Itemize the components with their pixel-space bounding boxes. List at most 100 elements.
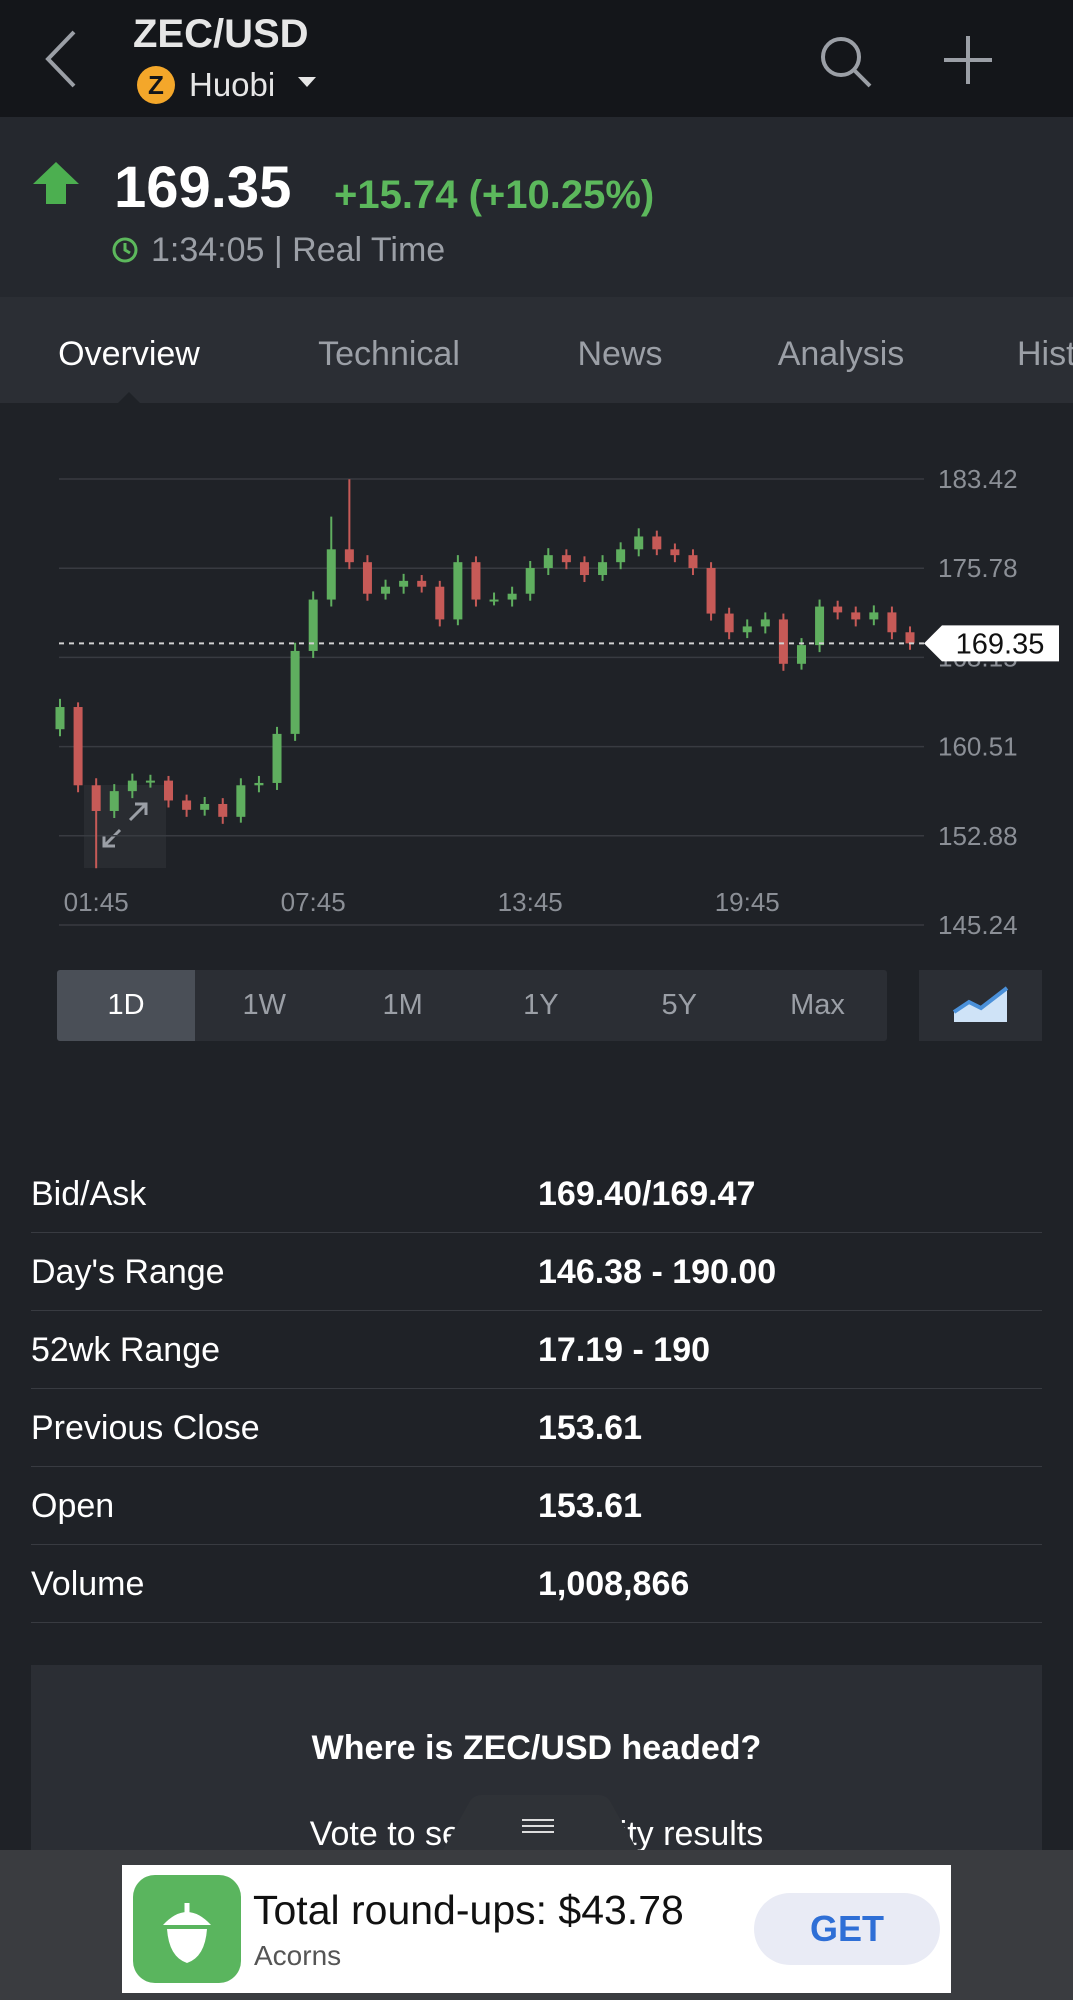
candle-body xyxy=(73,707,83,786)
search-button[interactable] xyxy=(818,34,874,90)
x-tick-label: 19:45 xyxy=(715,887,780,917)
stat-label: Day's Range xyxy=(31,1253,225,1291)
stat-value: 17.19 - 190 xyxy=(538,1331,711,1369)
dropdown-caret xyxy=(298,77,316,87)
candle-body xyxy=(796,645,806,664)
ad-bar: Total round-ups: $43.78 Acorns GET xyxy=(0,1850,1073,2000)
candle-body xyxy=(887,612,897,633)
tab[interactable]: Technical xyxy=(318,335,460,373)
expand-icon xyxy=(102,802,148,848)
up-arrow xyxy=(33,162,79,204)
ad-headline: Total round-ups: $43.78 xyxy=(253,1887,684,1933)
candle-body xyxy=(290,650,300,734)
poll-question: Where is ZEC/USD headed? xyxy=(311,1729,762,1767)
tab[interactable]: Historical Data xyxy=(1017,335,1073,373)
ad-icon xyxy=(133,1875,241,1983)
range-button[interactable]: 1W xyxy=(242,989,287,1021)
candle-body xyxy=(778,619,788,664)
range-button[interactable]: Max xyxy=(790,989,845,1021)
stat-row: 52wk Range 17.19 - 190 xyxy=(31,1310,1042,1389)
candle-body xyxy=(543,555,553,569)
candle-body xyxy=(109,791,119,811)
stat-row: Previous Close 153.61 xyxy=(31,1388,1042,1467)
candle-body xyxy=(254,782,264,786)
y-tick-label: 160.51 xyxy=(938,732,1018,762)
range-button[interactable]: 5Y xyxy=(661,989,697,1021)
x-tick-label: 13:45 xyxy=(498,887,563,917)
price-change: +15.74 (+10.25%) xyxy=(334,173,655,217)
clock-icon xyxy=(112,237,138,263)
candle-body xyxy=(91,785,101,811)
stat-label: Bid/Ask xyxy=(31,1175,147,1213)
symbol: ZEC/USD xyxy=(133,12,309,56)
candle-body xyxy=(742,626,752,633)
tab[interactable]: Analysis xyxy=(777,335,905,373)
exchange[interactable]: Huobi xyxy=(189,66,276,103)
candle-body xyxy=(724,613,734,633)
candle-body xyxy=(200,803,210,810)
stat-value: 1,008,866 xyxy=(538,1565,690,1603)
candle-body xyxy=(507,593,517,600)
stat-label: Open xyxy=(31,1487,115,1525)
range-button[interactable]: 1Y xyxy=(523,989,559,1021)
candle-body xyxy=(453,562,463,620)
tab[interactable]: Overview xyxy=(58,335,200,373)
stat-row: Day's Range 146.38 - 190.00 xyxy=(31,1232,1042,1311)
coin-icon: Z xyxy=(137,66,175,104)
stat-value: 153.61 xyxy=(538,1487,642,1525)
candle-body xyxy=(833,606,843,613)
candle-body xyxy=(489,599,499,602)
stat-row: Open 153.61 xyxy=(31,1466,1042,1545)
candle-body xyxy=(164,780,174,801)
quote-panel: 169.35 +15.74 (+10.25%) 1:34:05 | Real T… xyxy=(0,117,1073,297)
tab-bar: Overview Technical News Analysis Historical … xyxy=(0,297,1073,403)
y-tick-label: 152.88 xyxy=(938,821,1018,851)
add-button[interactable] xyxy=(942,34,994,86)
stat-row: Volume 1,008,866 xyxy=(31,1544,1042,1623)
y-tick-label: 183.42 xyxy=(938,464,1018,494)
candle-body xyxy=(182,800,192,810)
back-button[interactable] xyxy=(40,28,80,90)
ad-get-button[interactable]: GET xyxy=(754,1893,940,1965)
ad-brand: Acorns xyxy=(254,1940,342,1971)
x-tick-label: 07:45 xyxy=(281,887,346,917)
price-chart: 183.42175.78168.15160.51152.88145.2401:4… xyxy=(55,464,1059,940)
ad-banner[interactable]: Total round-ups: $43.78 Acorns GET xyxy=(122,1865,951,1993)
range-selector: 1D 1W 1M 1Y 5Y Max xyxy=(57,970,887,1041)
candle-body xyxy=(905,632,915,644)
candle-body xyxy=(851,612,861,620)
stat-row: Bid/Ask 169.40/169.47 xyxy=(31,1154,1042,1233)
candle-body xyxy=(417,580,427,587)
candle-body xyxy=(815,606,825,646)
candle-body xyxy=(471,562,481,600)
candle-body xyxy=(525,568,535,594)
candle-body xyxy=(127,780,137,792)
range-button[interactable]: 1M xyxy=(382,989,423,1021)
candle-body xyxy=(55,707,65,730)
candle-body xyxy=(561,555,571,563)
candle-body xyxy=(670,549,680,556)
candle-body xyxy=(760,619,770,627)
tab[interactable]: News xyxy=(577,335,663,373)
top-bar: ZEC/USD Z Huobi xyxy=(0,0,1073,117)
stat-label: Previous Close xyxy=(31,1409,260,1447)
x-tick-label: 01:45 xyxy=(64,887,129,917)
candle-body xyxy=(652,536,662,550)
drawer-handle[interactable] xyxy=(440,1795,640,1855)
candle-body xyxy=(381,586,391,594)
stat-value: 146.38 - 190.00 xyxy=(538,1253,777,1291)
stat-label: Volume xyxy=(31,1565,145,1603)
candle-body xyxy=(688,555,698,569)
candle-body xyxy=(399,580,409,587)
y-tick-label: 145.24 xyxy=(938,910,1018,940)
svg-text:Z: Z xyxy=(148,70,164,100)
chart-type-button[interactable] xyxy=(919,970,1042,1041)
range-button[interactable]: 1D xyxy=(57,970,195,1041)
stat-value: 153.61 xyxy=(538,1409,642,1447)
candle-body xyxy=(272,733,282,783)
candle-body xyxy=(579,562,589,576)
stat-value: 169.40/169.47 xyxy=(538,1175,756,1213)
tab-pointer xyxy=(117,392,141,404)
candle-body xyxy=(634,536,644,550)
